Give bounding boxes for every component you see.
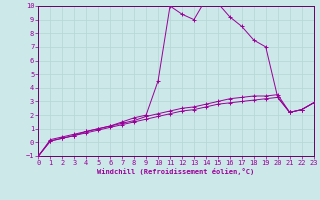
X-axis label: Windchill (Refroidissement éolien,°C): Windchill (Refroidissement éolien,°C) <box>97 168 255 175</box>
